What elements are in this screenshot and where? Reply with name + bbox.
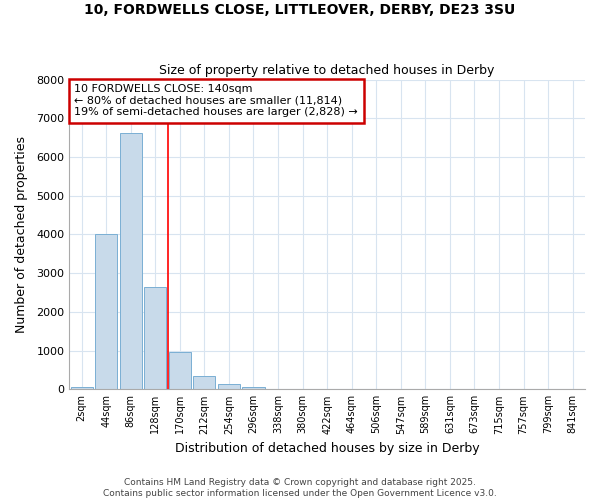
X-axis label: Distribution of detached houses by size in Derby: Distribution of detached houses by size …: [175, 442, 479, 455]
Y-axis label: Number of detached properties: Number of detached properties: [15, 136, 28, 333]
Text: Contains HM Land Registry data © Crown copyright and database right 2025.
Contai: Contains HM Land Registry data © Crown c…: [103, 478, 497, 498]
Bar: [218, 384, 240, 390]
Bar: [242, 387, 265, 390]
Bar: [95, 234, 117, 390]
Bar: [193, 376, 215, 390]
Bar: [267, 388, 289, 390]
Bar: [119, 133, 142, 390]
Title: Size of property relative to detached houses in Derby: Size of property relative to detached ho…: [160, 64, 495, 77]
Bar: [71, 387, 92, 390]
Text: 10, FORDWELLS CLOSE, LITTLEOVER, DERBY, DE23 3SU: 10, FORDWELLS CLOSE, LITTLEOVER, DERBY, …: [85, 2, 515, 16]
Text: 10 FORDWELLS CLOSE: 140sqm
← 80% of detached houses are smaller (11,814)
19% of : 10 FORDWELLS CLOSE: 140sqm ← 80% of deta…: [74, 84, 358, 117]
Bar: [144, 287, 166, 390]
Bar: [169, 352, 191, 390]
